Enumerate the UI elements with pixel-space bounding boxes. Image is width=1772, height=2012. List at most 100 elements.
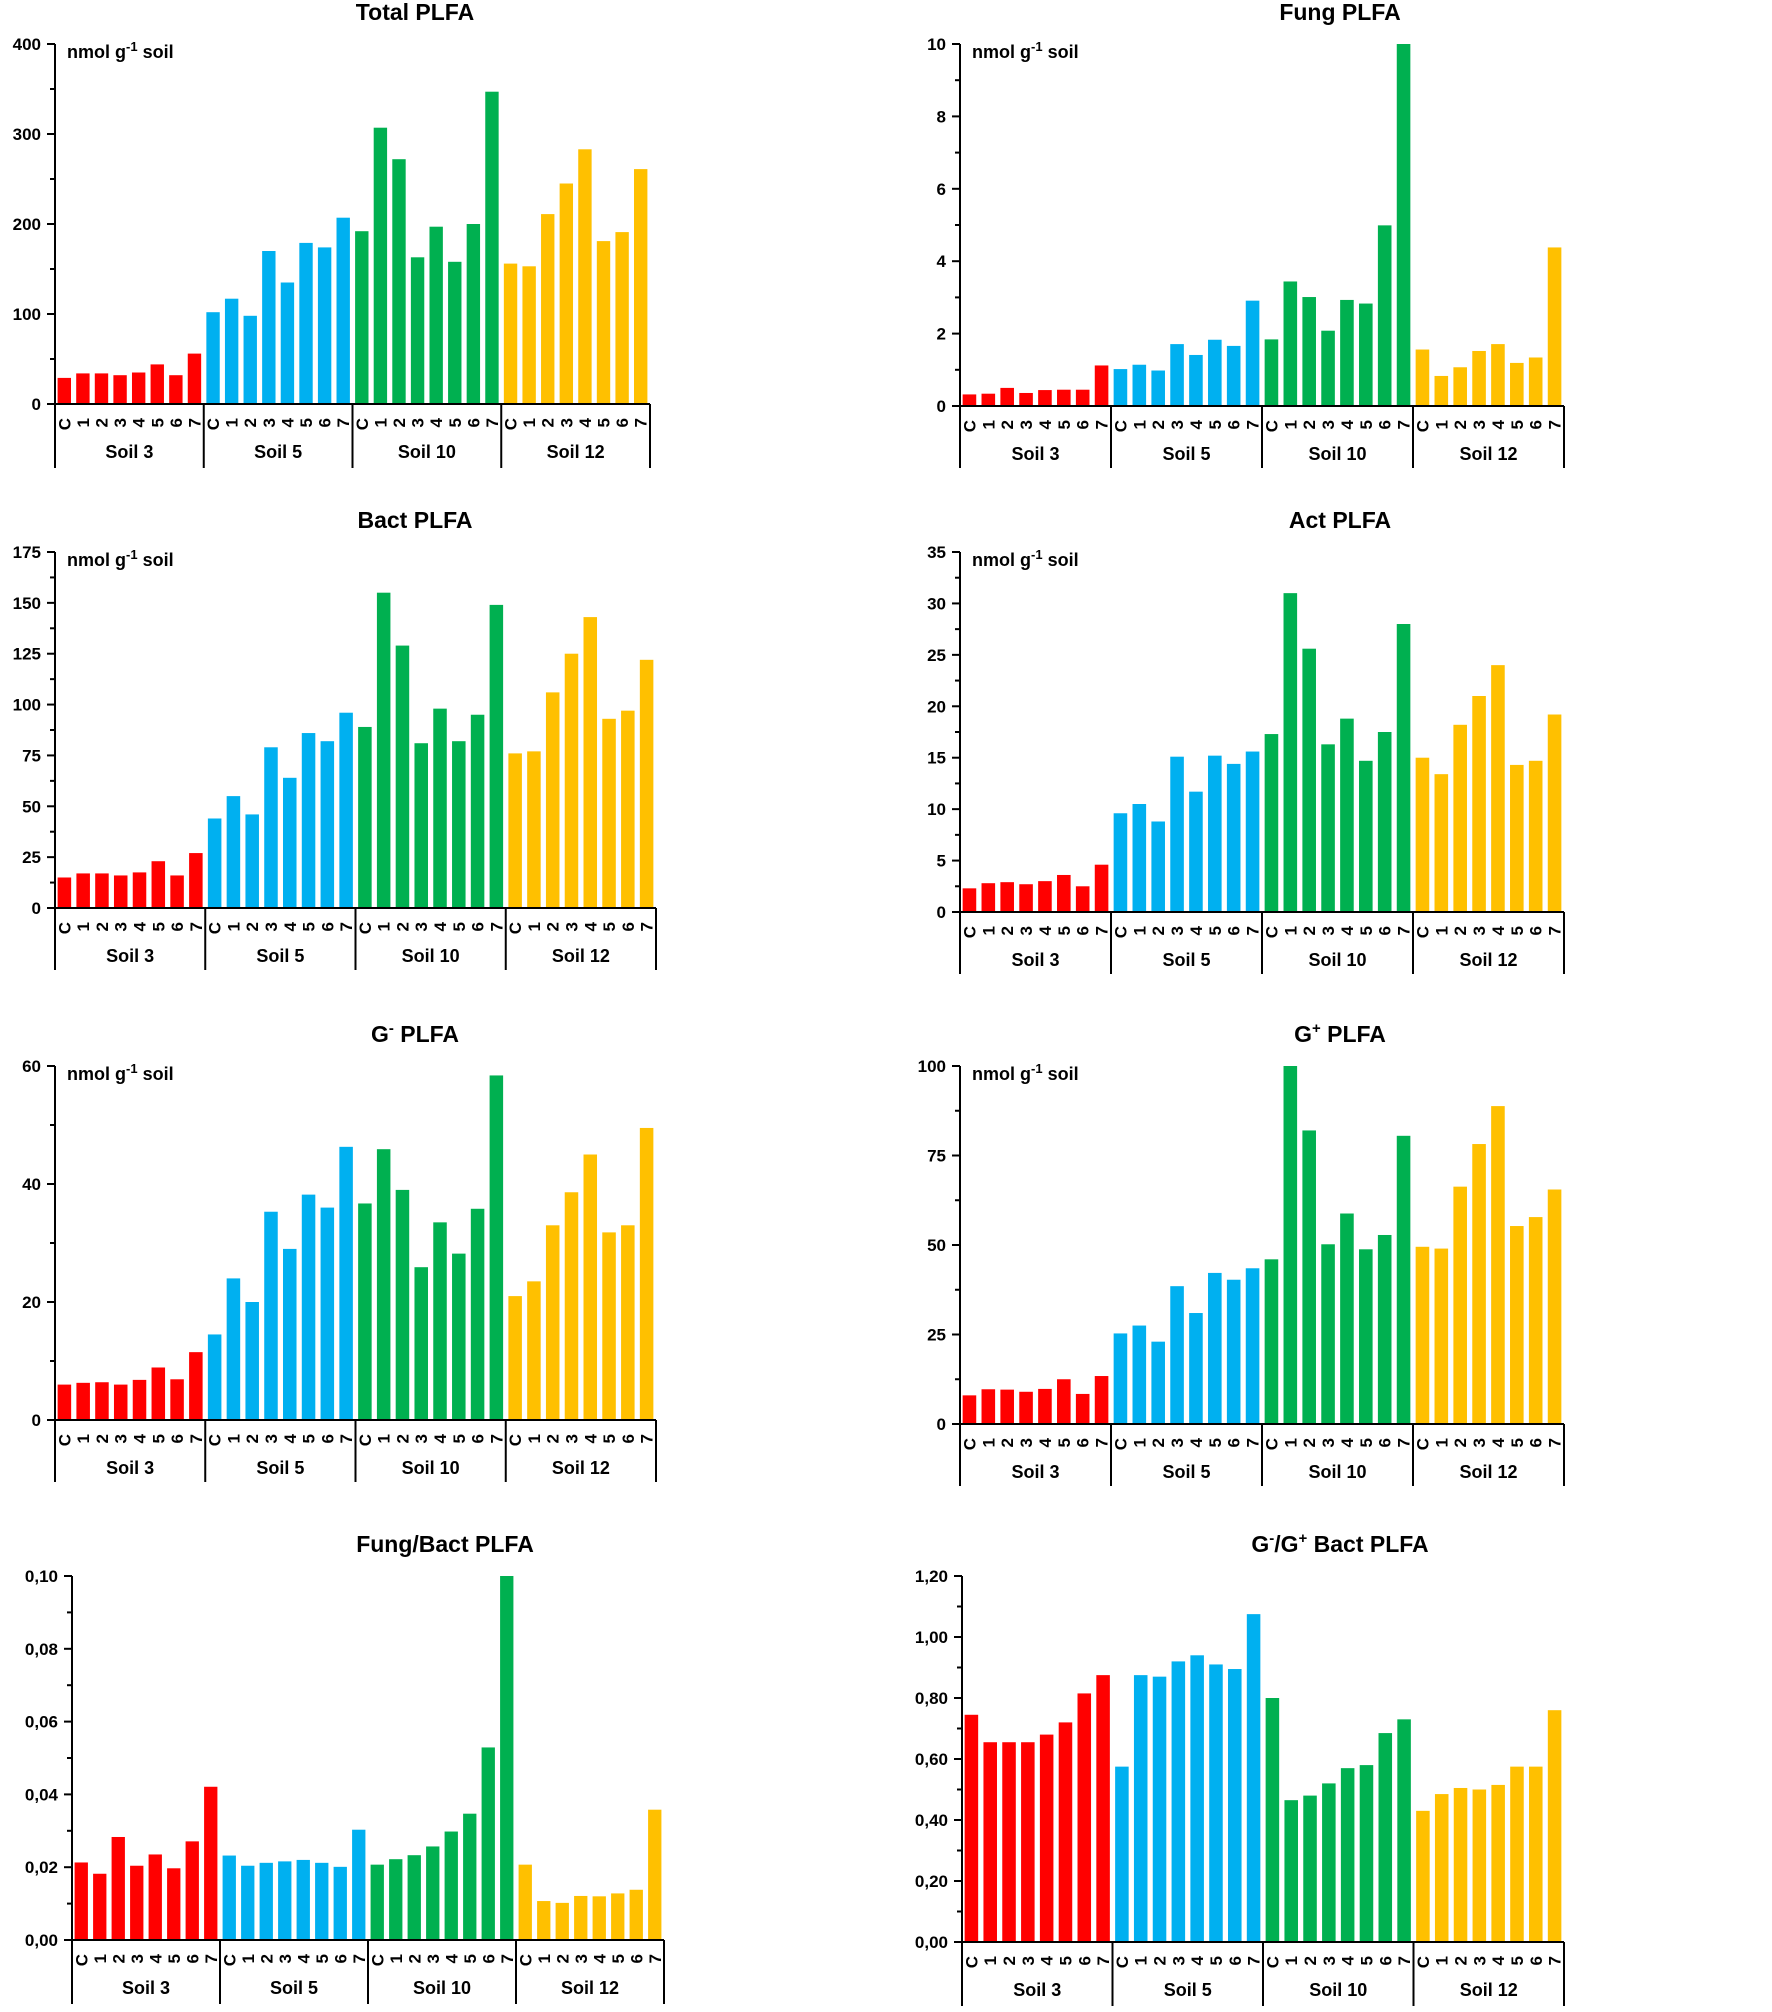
group-label: Soil 12 [547,442,605,462]
bar-soil-10-4 [444,1831,458,1940]
category-label: C [1262,420,1281,432]
bar-soil-3-c [57,377,71,404]
bar-soil-5-6 [320,741,335,908]
group-label: Soil 10 [402,1458,460,1478]
bar-soil-12-7 [1547,247,1562,406]
bar-soil-3-7 [189,853,203,908]
category-label: 1 [979,420,998,429]
bar-soil-5-2 [1151,1341,1165,1424]
y-tick-label: 100 [918,1057,946,1076]
chart-title: Act PLFA [1289,507,1391,533]
bar-soil-3-7 [187,353,202,404]
category-label: 1 [1130,420,1149,429]
bar-soil-10-3 [1321,744,1335,912]
category-label: 2 [998,1438,1017,1447]
bar-soil-3-5 [1057,1379,1071,1424]
bar-soil-3-4 [132,1379,147,1420]
category-label: 5 [1206,926,1225,935]
category-label: 5 [461,1954,480,1963]
bar-soil-12-1 [527,1281,541,1420]
bar-soil-3-3 [1019,884,1033,912]
bar-soil-5-1 [1132,804,1147,912]
bar-soil-12-4 [583,617,598,908]
bar-soil-10-6 [1377,1234,1392,1424]
group-label: Soil 5 [256,1458,304,1478]
bar-soil-3-2 [1000,882,1014,912]
group-label: Soil 5 [256,946,304,966]
bar-soil-10-c [1265,1698,1280,1942]
category-label: 6 [1225,420,1244,429]
bar-soil-10-4 [1340,299,1354,406]
bar-soil-5-7 [1245,751,1260,912]
bar-soil-3-1 [76,373,90,404]
bar-soil-5-4 [1190,1655,1204,1942]
category-label: 5 [1206,1438,1225,1447]
bar-soil-5-7 [1245,1268,1260,1424]
category-label: 6 [1527,1438,1546,1447]
y-tick-label: 25 [22,848,41,867]
bar-soil-3-1 [76,873,90,908]
bar-soil-3-7 [1094,365,1109,406]
bar-soil-3-3 [130,1865,144,1940]
bar-soil-12-2 [1453,367,1467,406]
bar-soil-3-7 [1096,1675,1110,1943]
category-label: 1 [1282,1956,1301,1965]
bar-soil-10-4 [1340,718,1354,912]
y-tick-label: 75 [22,746,41,765]
group-label: Soil 12 [1459,1462,1517,1482]
category-label: 6 [1376,420,1395,429]
category-label: 5 [1508,420,1527,429]
category-label: 6 [619,1434,638,1443]
category-label: C [1113,1956,1132,1968]
bar-soil-10-6 [481,1747,495,1940]
y-tick-label: 175 [13,543,41,562]
category-label: 5 [1206,420,1225,429]
bar-soil-3-2 [111,1836,125,1940]
group-label: Soil 12 [1459,444,1517,464]
category-label: 2 [998,926,1017,935]
category-label: C [502,418,521,430]
category-label: 4 [146,1953,165,1963]
bar-soil-3-7 [189,1352,203,1420]
category-label: 4 [281,1433,300,1443]
category-label: 6 [168,922,187,931]
category-label: 6 [1225,1438,1244,1447]
category-label: 4 [278,417,297,427]
bar-soil-5-3 [278,1861,292,1940]
category-label: 1 [1432,420,1451,429]
category-label: C [1414,1956,1433,1968]
category-label: C [506,922,525,934]
bar-soil-10-3 [414,1267,428,1420]
category-label: 4 [1339,1955,1358,1965]
category-label: 3 [1168,1438,1187,1447]
bar-soil-5-6 [1228,1669,1242,1942]
group-label: Soil 10 [402,946,460,966]
bar-soil-12-c [508,753,522,908]
bar-soil-12-4 [1491,1106,1505,1424]
category-label: C [1262,926,1281,938]
bar-soil-12-5 [611,1893,625,1940]
bar-soil-12-7 [639,1127,654,1420]
bar-soil-12-5 [602,1232,616,1420]
category-label: 4 [1036,1437,1055,1447]
bar-soil-5-7 [1245,300,1260,406]
category-label: 3 [1017,1438,1036,1447]
category-label: 3 [276,1954,295,1963]
bar-soil-12-4 [592,1896,606,1940]
category-label: 3 [409,418,428,427]
category-label: 2 [390,418,409,427]
category-label: 1 [74,418,93,427]
category-label: 3 [112,922,131,931]
category-label: 4 [1338,1437,1357,1447]
bar-soil-3-5 [1058,1722,1073,1942]
bar-soil-3-2 [1002,1742,1016,1942]
y-tick-label: 0,40 [915,1811,948,1830]
bar-soil-3-6 [1075,886,1090,912]
y-tick-label: 0,02 [25,1858,58,1877]
y-tick-label: 0 [32,899,41,918]
category-label: C [962,1956,981,1968]
category-label: 7 [646,1954,665,1963]
bar-soil-10-1 [1284,1800,1298,1942]
y-tick-label: 400 [13,35,41,54]
